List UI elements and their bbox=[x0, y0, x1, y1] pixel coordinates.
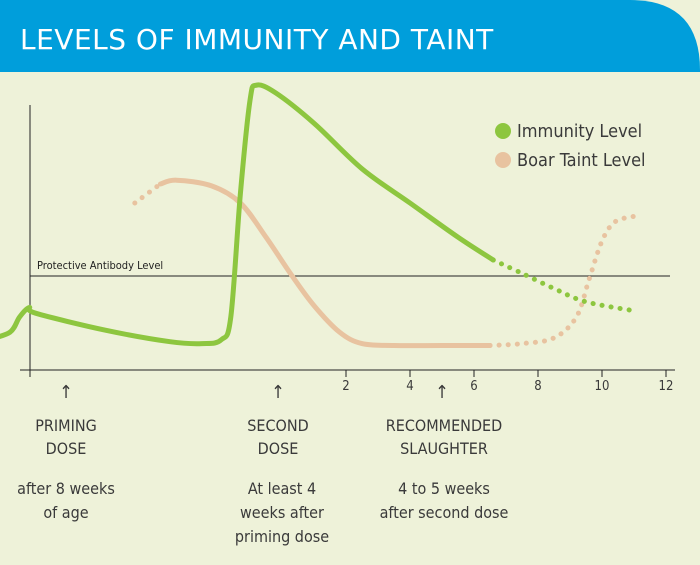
slaughter-title-2: SLAUGHTER bbox=[400, 439, 488, 458]
x-tick-label: 6 bbox=[470, 379, 477, 394]
legend-label-taint: Boar Taint Level bbox=[517, 150, 646, 171]
legend-label-immunity: Immunity Level bbox=[517, 121, 642, 142]
x-tick-label: 10 bbox=[595, 379, 610, 394]
x-tick-label: 4 bbox=[406, 379, 413, 394]
slaughter-body-1: 4 to 5 weeks bbox=[398, 479, 490, 498]
taint-lead-in-line bbox=[132, 181, 163, 206]
x-tick-label: 2 bbox=[342, 379, 349, 394]
priming-title-2: DOSE bbox=[46, 439, 87, 458]
second-title-2: DOSE bbox=[258, 439, 299, 458]
legend-swatch-immunity bbox=[495, 123, 511, 139]
series-group bbox=[0, 82, 640, 349]
priming-body-2: of age bbox=[43, 503, 88, 522]
x-ticks: 2 4 6 8 10 12 bbox=[29, 370, 674, 394]
second-body-1: At least 4 bbox=[248, 479, 316, 498]
slaughter-title-1: RECOMMENDED bbox=[386, 416, 502, 435]
immunity-line bbox=[0, 82, 496, 347]
second-body-3: priming dose bbox=[235, 527, 329, 546]
slaughter-body-2: after second dose bbox=[380, 503, 509, 522]
second-arrow: ↑ bbox=[271, 382, 285, 403]
legend-swatch-taint bbox=[495, 152, 511, 168]
chart-title: LEVELS OF IMMUNITY AND TAINT bbox=[20, 23, 494, 56]
x-tick-label: 8 bbox=[534, 379, 541, 394]
protective-antibody-label: Protective Antibody Level bbox=[37, 259, 163, 272]
priming-title-1: PRIMING bbox=[35, 416, 97, 435]
second-body-2: weeks after bbox=[240, 503, 324, 522]
priming-body-1: after 8 weeks bbox=[17, 479, 115, 498]
x-tick-label: 12 bbox=[659, 379, 674, 394]
immunity-projection-line bbox=[490, 257, 640, 314]
priming-arrow: ↑ bbox=[59, 382, 73, 403]
title-banner bbox=[0, 0, 700, 72]
second-title-1: SECOND bbox=[247, 416, 308, 435]
taint-line bbox=[157, 177, 493, 349]
taint-projection-line bbox=[487, 213, 637, 348]
slaughter-arrow: ↑ bbox=[435, 382, 449, 403]
